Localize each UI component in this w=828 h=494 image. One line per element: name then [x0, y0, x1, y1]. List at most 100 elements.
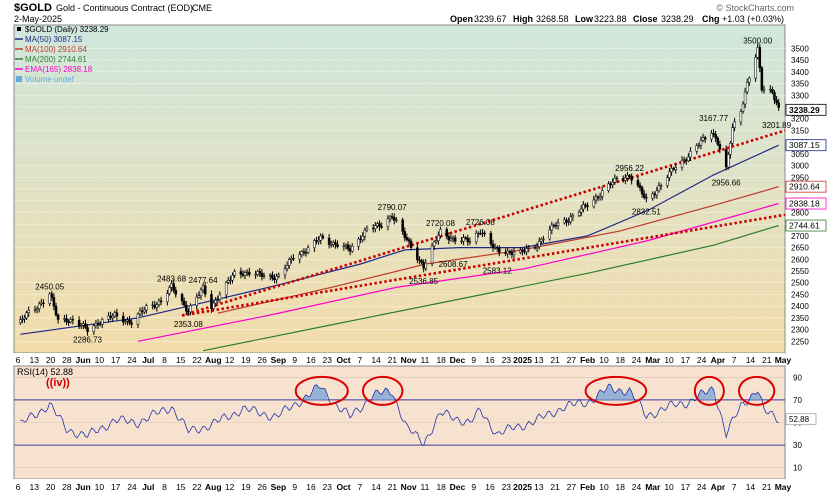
- price-bar-body: [229, 279, 232, 282]
- price-bar-body: [449, 238, 453, 241]
- price-bar-body: [374, 225, 377, 229]
- ohlc-open-value: 3239.67: [474, 14, 507, 24]
- price-bar-body: [260, 272, 264, 278]
- price-bar-body: [439, 229, 442, 236]
- price-tag-box: [785, 219, 827, 232]
- x-tick-label: Jul: [142, 355, 154, 365]
- price-bar-body: [666, 177, 669, 186]
- price-annotation: 2477.64: [189, 276, 218, 285]
- price-bar-body: [556, 222, 560, 227]
- price-bar-body: [82, 323, 85, 326]
- price-bar-body: [659, 185, 663, 187]
- price-y-tick: 2650: [791, 244, 809, 253]
- price-bar-body: [577, 212, 581, 216]
- price-bar-body: [615, 177, 619, 180]
- price-bar-body: [653, 193, 656, 196]
- price-bar-body: [508, 250, 512, 253]
- price-bar-body: [762, 89, 766, 91]
- price-bar-body: [342, 245, 346, 248]
- price-bar-body: [210, 293, 213, 309]
- x-tick-label: 8: [162, 482, 167, 492]
- price-bar-body: [462, 237, 465, 242]
- rsi-y-tick: 90: [793, 373, 802, 382]
- legend-entry: MA(200) 2744.61: [25, 55, 87, 64]
- price-bar-body: [100, 319, 104, 325]
- price-bar-body: [363, 229, 367, 237]
- price-bar-body: [243, 272, 247, 276]
- x-tick-label: 12: [225, 355, 235, 365]
- price-bar-body: [292, 258, 295, 260]
- rsi-label: RSI(14) 52.88: [17, 367, 73, 377]
- legend-entry: Volume undef: [25, 75, 75, 84]
- price-bar-body: [388, 216, 392, 219]
- price-bar-body: [540, 238, 543, 242]
- price-bar-body: [453, 237, 457, 242]
- x-tick-label: 6: [16, 355, 21, 365]
- x-tick-label: 9: [292, 482, 297, 492]
- price-bar-body: [319, 235, 322, 241]
- x-tick-label: 24: [697, 355, 707, 365]
- price-bar-body: [672, 168, 675, 170]
- price-bar-body: [628, 175, 631, 178]
- price-bar-body: [271, 274, 274, 279]
- price-bar-body: [124, 320, 127, 323]
- price-bar-body: [269, 274, 272, 277]
- x-tick-label: Feb: [580, 355, 595, 365]
- price-annotation: 2832.51: [632, 208, 661, 217]
- price-bar-body: [636, 180, 640, 186]
- price-bar-body: [571, 215, 575, 218]
- x-tick-label: Oct: [336, 355, 350, 365]
- price-bar-body: [96, 323, 100, 326]
- price-bar-body: [512, 251, 516, 256]
- price-annotation: 2726.08: [466, 218, 495, 227]
- bottom-x-axis-band: [14, 479, 785, 494]
- price-bar-body: [287, 259, 291, 266]
- price-bar-body: [701, 137, 705, 141]
- price-bar-body: [754, 56, 757, 79]
- x-tick-label: 13: [30, 355, 40, 365]
- price-bar-body: [315, 240, 318, 242]
- ohlc-low-label: Low: [575, 14, 594, 24]
- price-annotation: 2286.73: [73, 336, 102, 345]
- x-tick-label: Feb: [580, 482, 595, 492]
- price-bar-body: [621, 178, 625, 181]
- price-annotation: 3167.77: [699, 114, 728, 123]
- x-tick-label: 10: [664, 482, 674, 492]
- price-bar-body: [670, 168, 673, 173]
- price-bar-body: [651, 193, 654, 199]
- x-tick-label: 17: [681, 355, 691, 365]
- price-bar-body: [521, 249, 524, 252]
- price-bar-body: [180, 294, 184, 302]
- rsi-highlight-ellipse: [737, 375, 776, 406]
- price-bar-body: [359, 238, 362, 241]
- legend-swatch: [16, 76, 22, 82]
- rsi-highlight-ellipse: [693, 375, 725, 406]
- ma200-line: [202, 224, 779, 352]
- price-annotation: 2483.68: [157, 274, 186, 283]
- price-bar-body: [306, 247, 310, 253]
- x-tick-label: 14: [371, 482, 381, 492]
- price-bar-body: [48, 293, 51, 304]
- price-bar-body: [392, 217, 396, 221]
- price-bar-body: [743, 91, 747, 105]
- x-tick-label: 20: [46, 482, 56, 492]
- ohlc-close-label: Close: [633, 14, 658, 24]
- price-bar-body: [376, 223, 379, 227]
- rsi-y-tick: 70: [793, 396, 802, 405]
- x-tick-label: 24: [632, 355, 642, 365]
- price-bar-body: [216, 299, 220, 301]
- price-bar-body: [172, 283, 175, 291]
- price-bar-body: [756, 47, 759, 58]
- x-tick-label: 22: [192, 355, 202, 365]
- x-tick-label: 7: [732, 482, 737, 492]
- price-bar-body: [241, 273, 245, 276]
- price-bar-body: [277, 274, 280, 277]
- price-bar-body: [548, 229, 551, 240]
- price-bar-body: [712, 133, 715, 135]
- price-bar-body: [109, 315, 112, 318]
- price-bar-body: [23, 317, 26, 320]
- rsi-highlight-ellipse: [294, 375, 349, 406]
- chart-date: 2-May-2025: [14, 14, 62, 24]
- price-bar-body: [69, 319, 72, 323]
- price-bar-body: [403, 231, 407, 238]
